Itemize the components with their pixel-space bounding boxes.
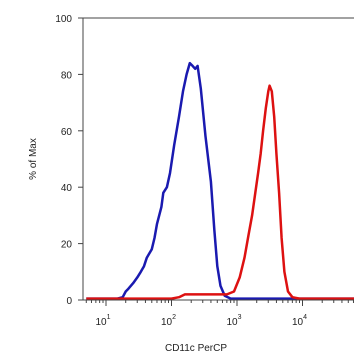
x-tick-label-exponent: 4 [303, 314, 307, 321]
y-tick-label: 40 [61, 183, 73, 194]
x-tick-label-exponent: 2 [172, 314, 176, 321]
x-tick-label-base: 10 [161, 317, 173, 328]
y-axis-title: % of Max [28, 138, 39, 180]
x-tick-label: 103 [226, 314, 241, 328]
x-tick-label: 102 [161, 314, 176, 328]
x-tick-label-exponent: 1 [107, 314, 111, 321]
x-tick-label: 104 [292, 314, 307, 328]
y-tick-layer: 0 20 40 60 80 100 [55, 14, 83, 307]
y-tick-label: 80 [61, 70, 73, 81]
histogram-series-2 [86, 84, 354, 300]
x-tick-label-base: 10 [95, 317, 107, 328]
x-tick-label: 101 [95, 314, 110, 328]
y-tick-label: 0 [66, 296, 72, 307]
y-tick-label: 20 [61, 240, 73, 251]
histogram-series-1 [86, 61, 354, 300]
x-axis-title: CD11c PerCP [165, 343, 227, 354]
y-tick-label: 100 [55, 14, 72, 25]
x-tick-label-base: 10 [292, 317, 304, 328]
x-tick-layer: 101102103104105 [85, 300, 354, 328]
y-tick-label: 60 [61, 127, 73, 138]
plot-area [83, 18, 354, 300]
series-layer [86, 61, 354, 300]
x-tick-label-exponent: 3 [238, 314, 242, 321]
x-tick-label-base: 10 [226, 317, 238, 328]
